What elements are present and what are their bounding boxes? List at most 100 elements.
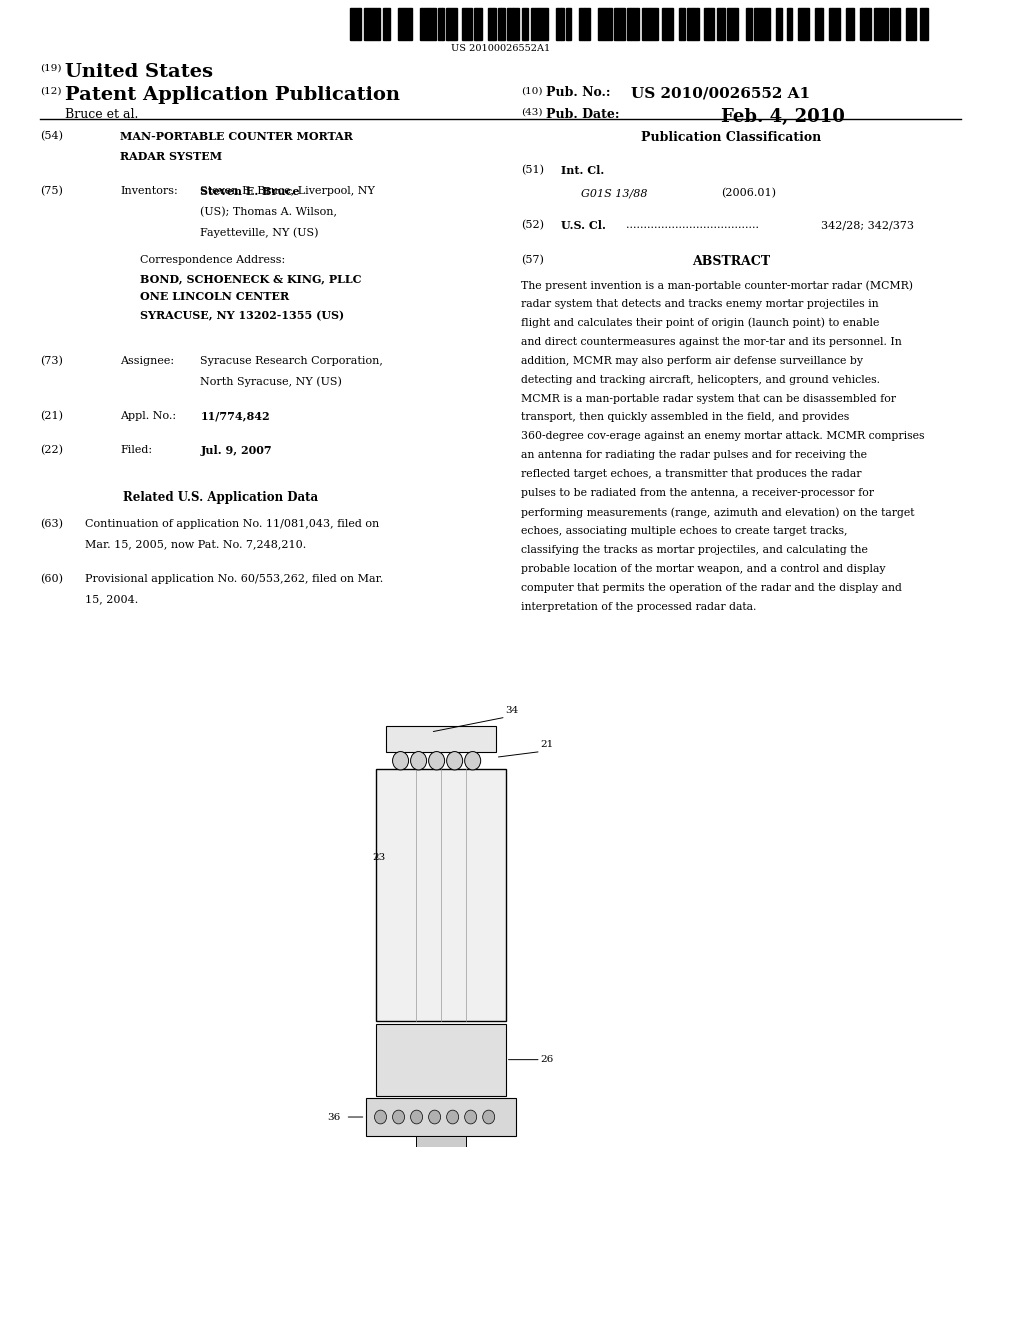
Bar — [681, 8, 685, 40]
Text: (52): (52) — [521, 220, 544, 231]
Bar — [397, 8, 403, 40]
Bar — [376, 1023, 506, 1096]
Text: US 2010/0026552 A1: US 2010/0026552 A1 — [631, 86, 810, 100]
Text: (75): (75) — [40, 186, 62, 197]
Text: United States: United States — [66, 63, 213, 81]
Bar — [735, 8, 737, 40]
Bar — [462, 8, 466, 40]
Text: (60): (60) — [40, 574, 63, 583]
Circle shape — [392, 751, 409, 770]
Bar — [561, 8, 563, 40]
Text: (US); Thomas A. Wilson,: (US); Thomas A. Wilson, — [201, 206, 337, 216]
Bar — [566, 8, 568, 40]
Bar — [650, 8, 658, 40]
Bar — [666, 8, 673, 40]
Bar — [880, 8, 888, 40]
Bar — [449, 8, 457, 40]
Text: (57): (57) — [521, 255, 544, 265]
Text: (12): (12) — [40, 86, 61, 95]
Bar — [754, 8, 762, 40]
Text: echoes, associating multiple echoes to create target tracks,: echoes, associating multiple echoes to c… — [521, 527, 847, 536]
Bar — [494, 8, 496, 40]
Bar — [815, 8, 820, 40]
Bar — [522, 8, 524, 40]
Bar — [446, 8, 449, 40]
Text: Publication Classification: Publication Classification — [641, 131, 821, 144]
Bar — [585, 8, 590, 40]
Text: Correspondence Address:: Correspondence Address: — [140, 255, 286, 265]
Bar — [852, 8, 854, 40]
Circle shape — [429, 1110, 440, 1123]
Bar — [383, 8, 386, 40]
Text: Fayetteville, NY (US): Fayetteville, NY (US) — [201, 227, 318, 238]
Bar — [365, 8, 373, 40]
Text: North Syracuse, NY (US): North Syracuse, NY (US) — [201, 376, 342, 387]
Text: (43): (43) — [521, 108, 543, 117]
Text: The present invention is a man-portable counter-mortar radar (MCMR): The present invention is a man-portable … — [521, 280, 912, 290]
Text: Appl. No.:: Appl. No.: — [120, 411, 176, 421]
Text: Steven E. Bruce, Liverpool, NY: Steven E. Bruce, Liverpool, NY — [201, 186, 375, 195]
Bar — [790, 8, 792, 40]
Text: 11/774,842: 11/774,842 — [201, 411, 270, 422]
Bar — [779, 8, 781, 40]
Bar — [373, 8, 381, 40]
Bar — [679, 8, 681, 40]
Bar — [914, 8, 916, 40]
Bar — [487, 8, 494, 40]
Bar — [614, 8, 623, 40]
Bar — [366, 1098, 516, 1137]
Text: and direct countermeasures against the mor-tar and its personnel. In: and direct countermeasures against the m… — [521, 337, 901, 347]
Bar — [502, 8, 505, 40]
Text: Filed:: Filed: — [120, 445, 153, 455]
Text: MCMR is a man-portable radar system that can be disassembled for: MCMR is a man-portable radar system that… — [521, 393, 896, 404]
Text: 34: 34 — [506, 706, 519, 715]
Bar — [627, 8, 631, 40]
Circle shape — [446, 1110, 459, 1123]
Text: G01S 13/88: G01S 13/88 — [581, 189, 647, 198]
Bar — [386, 726, 496, 751]
Bar — [833, 8, 841, 40]
Text: (2006.01): (2006.01) — [721, 189, 776, 198]
Bar — [820, 8, 823, 40]
Text: (63): (63) — [40, 519, 63, 529]
Text: Jul. 9, 2007: Jul. 9, 2007 — [201, 445, 272, 457]
Bar — [705, 8, 708, 40]
Text: (21): (21) — [40, 411, 63, 421]
Bar — [466, 8, 471, 40]
Bar — [598, 8, 604, 40]
Text: 360-degree cov-erage against an enemy mortar attack. MCMR comprises: 360-degree cov-erage against an enemy mo… — [521, 432, 925, 441]
Bar — [376, 768, 506, 1022]
Text: 26: 26 — [541, 1055, 554, 1064]
Bar — [708, 8, 714, 40]
Bar — [804, 8, 809, 40]
Circle shape — [375, 1110, 386, 1123]
Text: Pub. Date:: Pub. Date: — [546, 108, 620, 121]
Text: reflected target echoes, a transmitter that produces the radar: reflected target echoes, a transmitter t… — [521, 470, 861, 479]
Bar — [441, 8, 443, 40]
Text: ......................................: ...................................... — [626, 220, 759, 230]
Bar — [507, 8, 513, 40]
Bar — [531, 8, 540, 40]
Circle shape — [446, 751, 463, 770]
Bar — [762, 8, 770, 40]
Text: 23: 23 — [373, 853, 386, 862]
Bar — [358, 8, 360, 40]
Bar — [420, 8, 428, 40]
Bar — [579, 8, 585, 40]
Text: Continuation of application No. 11/081,043, filed on: Continuation of application No. 11/081,0… — [85, 519, 379, 528]
Text: ONE LINCOLN CENTER: ONE LINCOLN CENTER — [140, 292, 290, 302]
Text: flight and calculates their point of origin (launch point) to enable: flight and calculates their point of ori… — [521, 318, 880, 329]
Bar — [350, 8, 358, 40]
Text: Bruce et al.: Bruce et al. — [66, 108, 138, 121]
Bar — [798, 8, 804, 40]
Bar — [386, 8, 390, 40]
Bar — [846, 8, 852, 40]
Bar — [906, 8, 914, 40]
Text: 21: 21 — [541, 741, 554, 750]
Text: addition, MCMR may also perform air defense surveillance by: addition, MCMR may also perform air defe… — [521, 355, 863, 366]
Text: (54): (54) — [40, 131, 63, 141]
Circle shape — [465, 1110, 477, 1123]
Bar — [474, 8, 476, 40]
Bar — [865, 8, 871, 40]
Text: U.S. Cl.: U.S. Cl. — [561, 220, 605, 231]
